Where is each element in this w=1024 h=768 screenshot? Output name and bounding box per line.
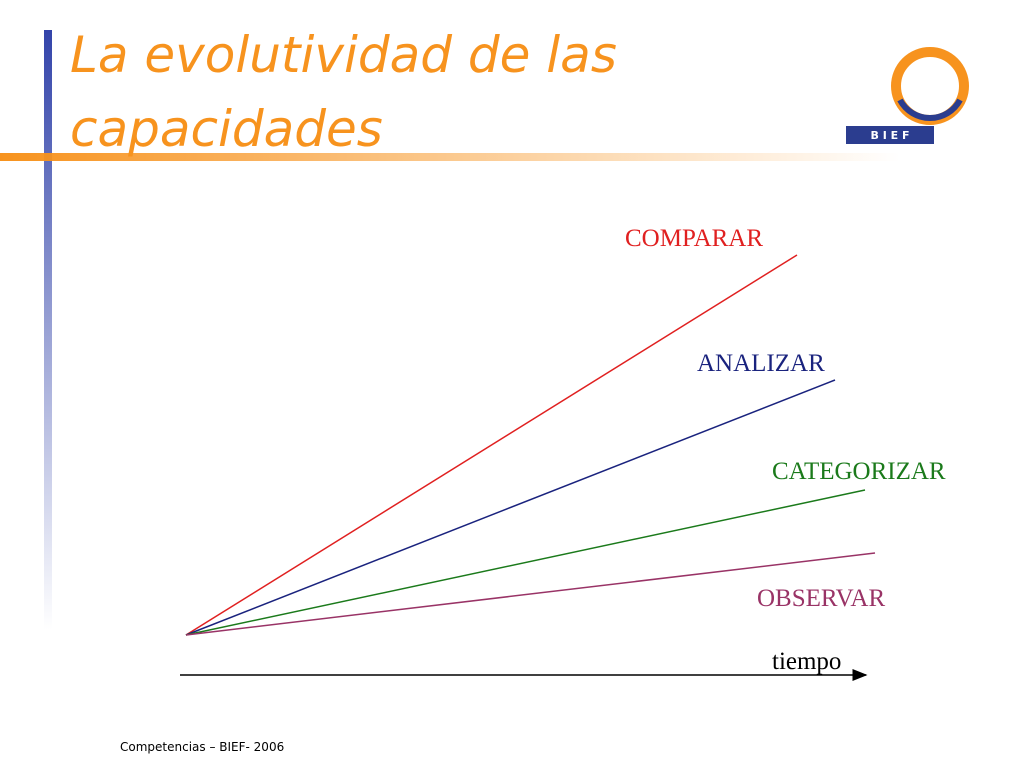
logo-text: B I E F — [871, 129, 910, 142]
label: ANALIZAR — [697, 350, 825, 377]
side-bar — [44, 30, 52, 630]
footer: Competencias – BIEF- 2006 — [120, 740, 285, 754]
title-rule — [0, 153, 900, 161]
line-analizar — [185, 379, 836, 636]
line-comparar — [185, 254, 798, 636]
label: COMPARAR — [625, 225, 763, 252]
line-categorizar — [185, 489, 866, 636]
title: La evolutividad de las capacidades — [70, 26, 617, 158]
axis-label: tiempo — [772, 648, 841, 675]
logo: B I E F — [846, 47, 969, 144]
label: OBSERVAR — [757, 585, 885, 612]
line-observar — [185, 552, 876, 636]
label: CATEGORIZAR — [772, 458, 946, 485]
